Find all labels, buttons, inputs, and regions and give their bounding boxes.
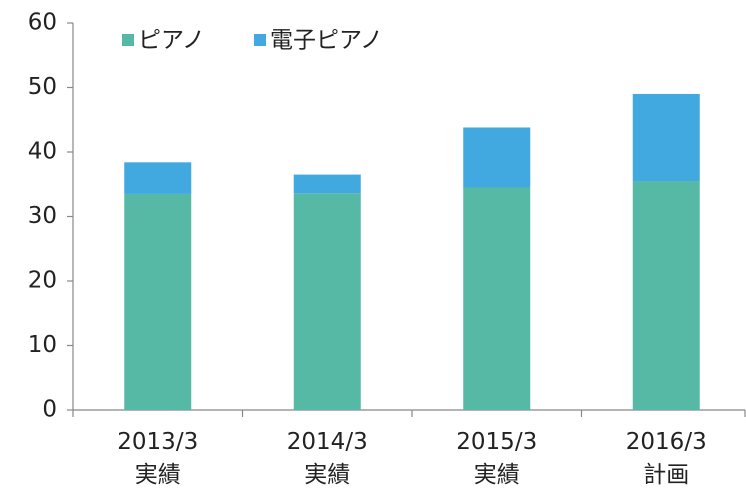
x-tick-label: 2013/3 実績 [117,429,198,488]
bar-segment [632,181,700,410]
x-tick-label: 2016/3 計画 [626,429,707,488]
legend-swatch [254,34,266,46]
bar-segment [632,93,700,182]
y-tick-label: 50 [28,74,57,100]
bar-segment [463,187,531,410]
bar-segment [293,193,361,410]
bar-segment [463,127,531,188]
bar-segment [293,174,361,194]
y-tick-label: 60 [28,10,57,36]
bar-segment [124,162,192,194]
bar-segment [124,193,192,410]
y-tick-label: 0 [42,397,57,423]
y-tick-label: 30 [28,203,57,229]
legend-swatch [122,34,134,46]
y-tick-label: 10 [28,332,57,358]
y-tick-label: 20 [28,268,57,294]
x-tick-label: 2015/3 実績 [456,429,537,488]
legend-label: 電子ピアノ [270,28,383,54]
y-tick-label: 40 [28,139,57,165]
x-tick-label: 2014/3 実績 [287,429,368,488]
legend-label: ピアノ [138,28,205,54]
